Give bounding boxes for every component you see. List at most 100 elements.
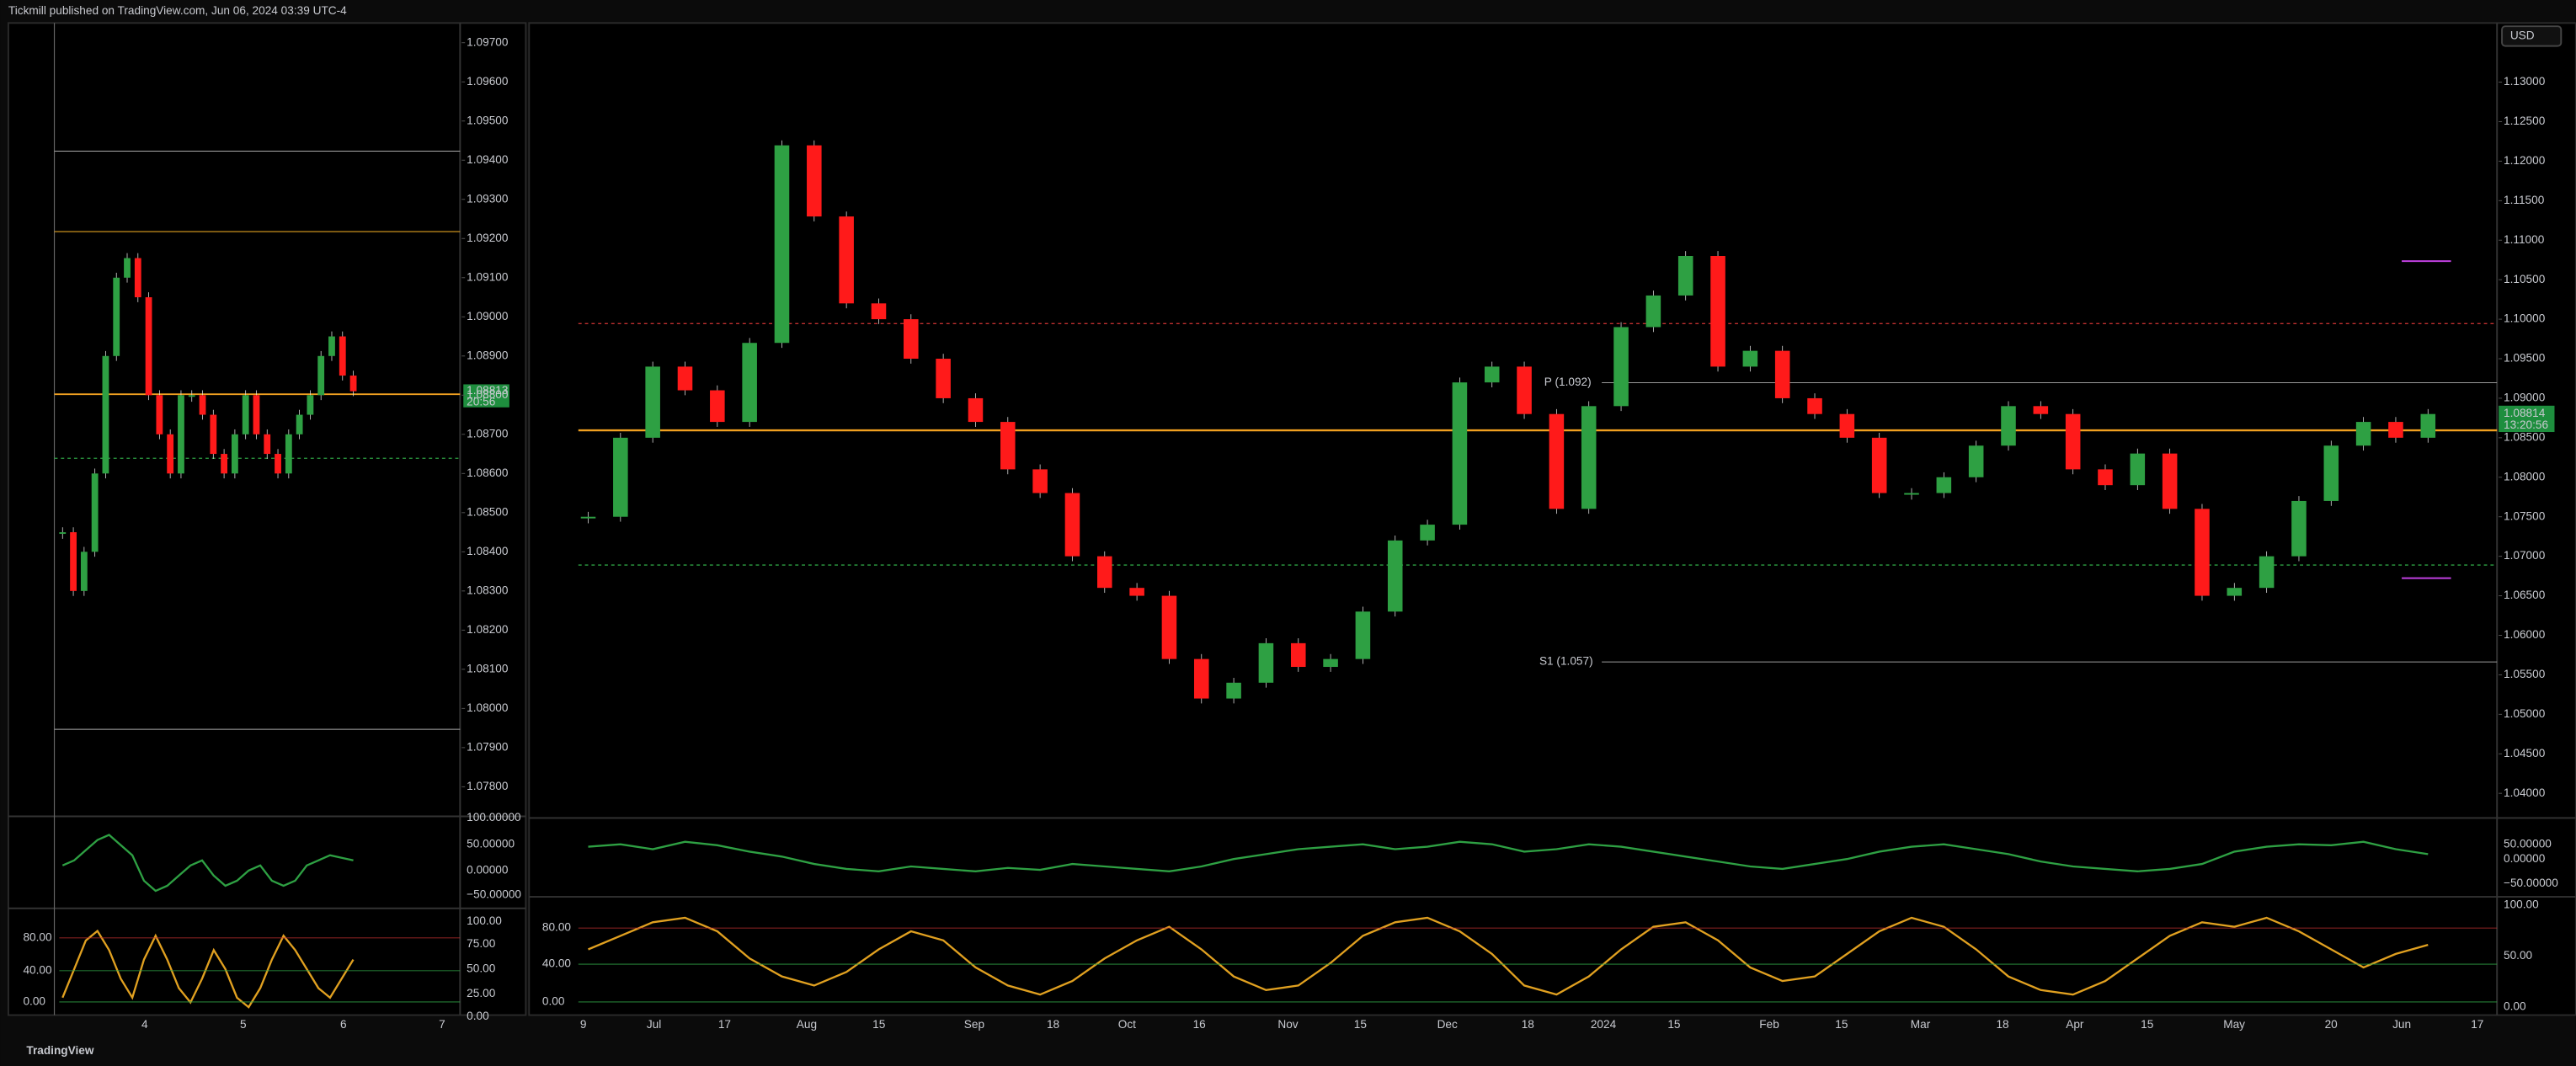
candle	[807, 145, 822, 217]
candle	[1904, 493, 1919, 495]
candle	[1387, 540, 1403, 612]
candle	[285, 434, 292, 474]
candle	[2420, 413, 2436, 438]
time-label: 15	[1354, 1018, 1368, 1031]
osc-tick-label: −50.00000	[2504, 877, 2558, 889]
currency-button[interactable]	[2501, 25, 2563, 47]
candle	[2323, 445, 2339, 501]
candle	[231, 434, 238, 474]
osc-tick-label: 0.00	[23, 995, 45, 1008]
candle	[264, 434, 271, 455]
time-label: 15	[1835, 1018, 1848, 1031]
candle	[1420, 525, 1435, 541]
candle	[349, 376, 357, 392]
price-tick-label: 1.09500	[2504, 352, 2546, 365]
osc-tick-label: −50.00000	[467, 888, 521, 901]
candle	[1484, 366, 1500, 383]
price-tick-label: 1.12000	[2504, 154, 2546, 167]
candle	[2227, 588, 2243, 596]
candle	[113, 277, 120, 356]
osc-tick-label: 0.00000	[2504, 852, 2546, 865]
osc-tick-label: 25.00	[467, 987, 496, 999]
candle	[1323, 658, 1338, 668]
candle	[124, 258, 131, 278]
time-label: Mar	[1911, 1018, 1931, 1031]
price-tick-label: 1.08100	[467, 662, 509, 674]
candle	[145, 297, 152, 396]
price-tick-label: 1.08600	[467, 466, 509, 479]
candle	[102, 355, 109, 474]
time-label: 2024	[1591, 1018, 1617, 1031]
price-tick-label: 1.08000	[467, 701, 509, 714]
osc-tick-label: 0.00	[467, 1010, 489, 1022]
price-tick-label: 1.05000	[2504, 707, 2546, 720]
price-tick-label: 1.07000	[2504, 549, 2546, 562]
candle	[2001, 406, 2016, 446]
stochastic-line	[61, 929, 355, 1009]
last-price: 1.08814	[2504, 407, 2546, 419]
time-label: Jun	[2392, 1018, 2411, 1031]
osc-tick-label: 50.00	[467, 962, 496, 975]
stochastic-line	[588, 916, 2429, 996]
candle	[2130, 453, 2146, 486]
price-tick-label: 1.09000	[2504, 392, 2546, 404]
osc-tick-label: 0.00	[2504, 999, 2526, 1012]
candle	[317, 355, 325, 396]
price-tick-label: 1.09500	[467, 114, 509, 126]
candle	[91, 473, 99, 552]
candle	[156, 395, 163, 434]
brand[interactable]: TradingView	[26, 1044, 93, 1057]
last-price-box	[463, 384, 509, 408]
price-tick-label: 1.08200	[467, 623, 509, 636]
candle	[2388, 422, 2403, 438]
candle	[1645, 295, 1661, 328]
osc-tick-label: 100.00	[2504, 898, 2539, 910]
candle	[677, 366, 693, 391]
candle	[1452, 382, 1468, 525]
price-tick-label: 1.04500	[2504, 747, 2546, 760]
candle	[1677, 256, 1693, 296]
currency[interactable]: USD	[2510, 29, 2535, 42]
osc-tick-label: 40.00	[23, 963, 52, 976]
price-tick-label: 1.07500	[2504, 509, 2546, 522]
price-tick-label: 1.13000	[2504, 75, 2546, 88]
time-label: 16	[1193, 1018, 1206, 1031]
candle	[70, 532, 77, 591]
candle	[774, 145, 790, 344]
candle	[613, 437, 628, 517]
candle	[2098, 469, 2113, 486]
price-tick-label: 1.05500	[2504, 668, 2546, 680]
candle	[1807, 397, 1822, 414]
candle	[580, 516, 596, 519]
candle	[328, 336, 335, 356]
candle	[242, 395, 249, 434]
candle	[1226, 682, 1241, 699]
oscillator-line	[588, 840, 2429, 873]
osc-tick-label: 80.00	[542, 921, 572, 934]
candle	[339, 336, 346, 376]
candle	[1871, 437, 1887, 493]
osc-tick-label: 50.00	[2504, 949, 2533, 962]
candle	[1193, 658, 1209, 699]
last-price-box	[2499, 405, 2555, 433]
candle	[1129, 588, 1144, 596]
price-tick-label: 1.08500	[467, 505, 509, 518]
candle	[253, 395, 260, 434]
candle	[710, 390, 725, 423]
price-tick-label: 1.09200	[467, 232, 509, 244]
pivot-label: S1 (1.057)	[1539, 655, 1593, 668]
candle	[167, 434, 174, 474]
candle	[2195, 509, 2210, 596]
price-tick-label: 1.12500	[2504, 115, 2546, 127]
price-tick-label: 1.10000	[2504, 312, 2546, 325]
osc-tick-label: 50.00000	[467, 837, 515, 850]
time-label: Apr	[2066, 1018, 2084, 1031]
price-tick-label: 1.08900	[467, 349, 509, 361]
time-label: May	[2223, 1018, 2245, 1031]
candle	[210, 414, 217, 455]
osc-tick-label: 100.00	[467, 914, 502, 927]
price-tick-label: 1.10500	[2504, 273, 2546, 285]
candle	[1936, 477, 1952, 493]
